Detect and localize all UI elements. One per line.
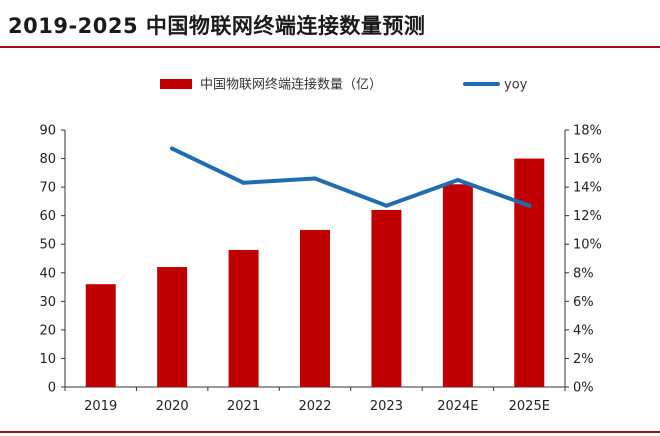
right-axis-tick-label: 12% [573, 209, 602, 224]
right-axis-tick-label: 0% [573, 381, 594, 396]
bar [442, 184, 473, 387]
x-axis-tick-label: 2021 [227, 399, 260, 414]
left-axis-tick-label: 70 [39, 181, 56, 196]
right-axis-tick-label: 18% [573, 124, 602, 139]
x-axis-tick-label: 2024E [437, 399, 478, 414]
x-axis-tick-label: 2020 [156, 399, 189, 414]
left-axis-tick-label: 30 [39, 295, 56, 310]
left-axis-tick-label: 80 [39, 152, 56, 167]
yoy-point [170, 146, 175, 151]
chart-title: 2019-2025 中国物联网终端连接数量预测 [8, 14, 426, 38]
legend-label-line: yoy [504, 78, 528, 93]
yoy-line [170, 146, 532, 208]
bottom-divider [0, 431, 660, 433]
right-axis-tick-label: 16% [573, 152, 602, 167]
legend-label-bar: 中国物联网终端连接数量（亿） [200, 77, 382, 93]
right-axis-tick-label: 14% [573, 181, 602, 196]
left-axis-tick-label: 20 [39, 323, 56, 338]
yoy-point [384, 203, 389, 208]
left-axis-tick-label: 90 [39, 124, 56, 139]
bar [157, 267, 188, 387]
yoy-point [241, 180, 246, 185]
yoy-point [313, 176, 317, 181]
yoy-point [527, 203, 532, 208]
x-axis-tick-label: 2019 [84, 399, 117, 414]
bar [300, 229, 330, 387]
legend-swatch-bar [160, 79, 192, 89]
bar [371, 209, 402, 387]
x-axis-tick-label: 2022 [298, 399, 331, 414]
left-axis-tick-label: 40 [39, 266, 56, 281]
yoy-point [455, 177, 460, 182]
left-axis-tick-label: 60 [39, 209, 56, 224]
right-axis-tick-label: 6% [573, 295, 594, 310]
right-axis-tick-label: 8% [573, 266, 594, 281]
right-axis-tick-label: 4% [573, 323, 594, 338]
bar [514, 158, 545, 387]
left-axis-tick-label: 10 [39, 352, 56, 367]
bar [85, 284, 116, 387]
title-divider [0, 46, 660, 48]
right-axis-tick-label: 2% [573, 352, 594, 367]
x-axis-tick-label: 2025E [509, 399, 550, 414]
left-axis-tick-label: 50 [39, 238, 56, 253]
bar [228, 249, 259, 387]
right-axis-tick-label: 10% [573, 238, 602, 253]
x-axis-tick-label: 2023 [370, 399, 403, 414]
left-axis-tick-label: 0 [48, 381, 56, 396]
